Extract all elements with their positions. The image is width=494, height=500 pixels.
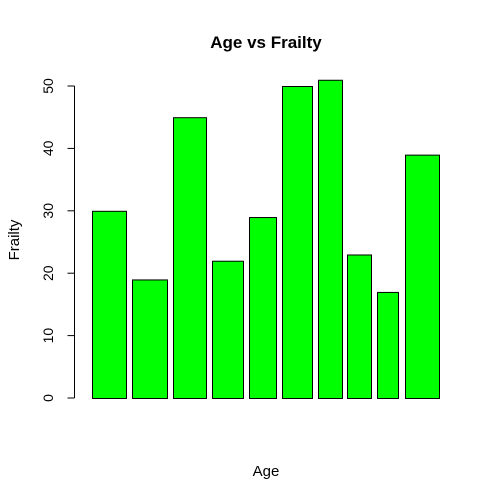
y-tick-label: 40 [40, 140, 56, 156]
bar [249, 217, 277, 399]
y-tick-label: 20 [40, 265, 56, 281]
bar [92, 210, 127, 399]
y-axis-label: Frailty [6, 219, 23, 260]
x-axis-label: Age [253, 463, 280, 480]
bar [347, 254, 372, 399]
y-tick-label: 10 [40, 328, 56, 344]
bar [132, 279, 168, 399]
y-tick-label: 30 [40, 203, 56, 219]
bars-group [92, 79, 440, 400]
bar [212, 260, 244, 399]
bar [173, 117, 207, 399]
chart-title: Age vs Frailty [210, 33, 322, 52]
y-axis: 0 10 20 30 40 50 [40, 78, 75, 402]
bar [405, 154, 440, 399]
y-tick-label: 0 [40, 394, 56, 402]
y-tick-label: 50 [40, 78, 56, 94]
bar [282, 86, 313, 399]
bar [318, 79, 343, 399]
bar [377, 291, 399, 400]
